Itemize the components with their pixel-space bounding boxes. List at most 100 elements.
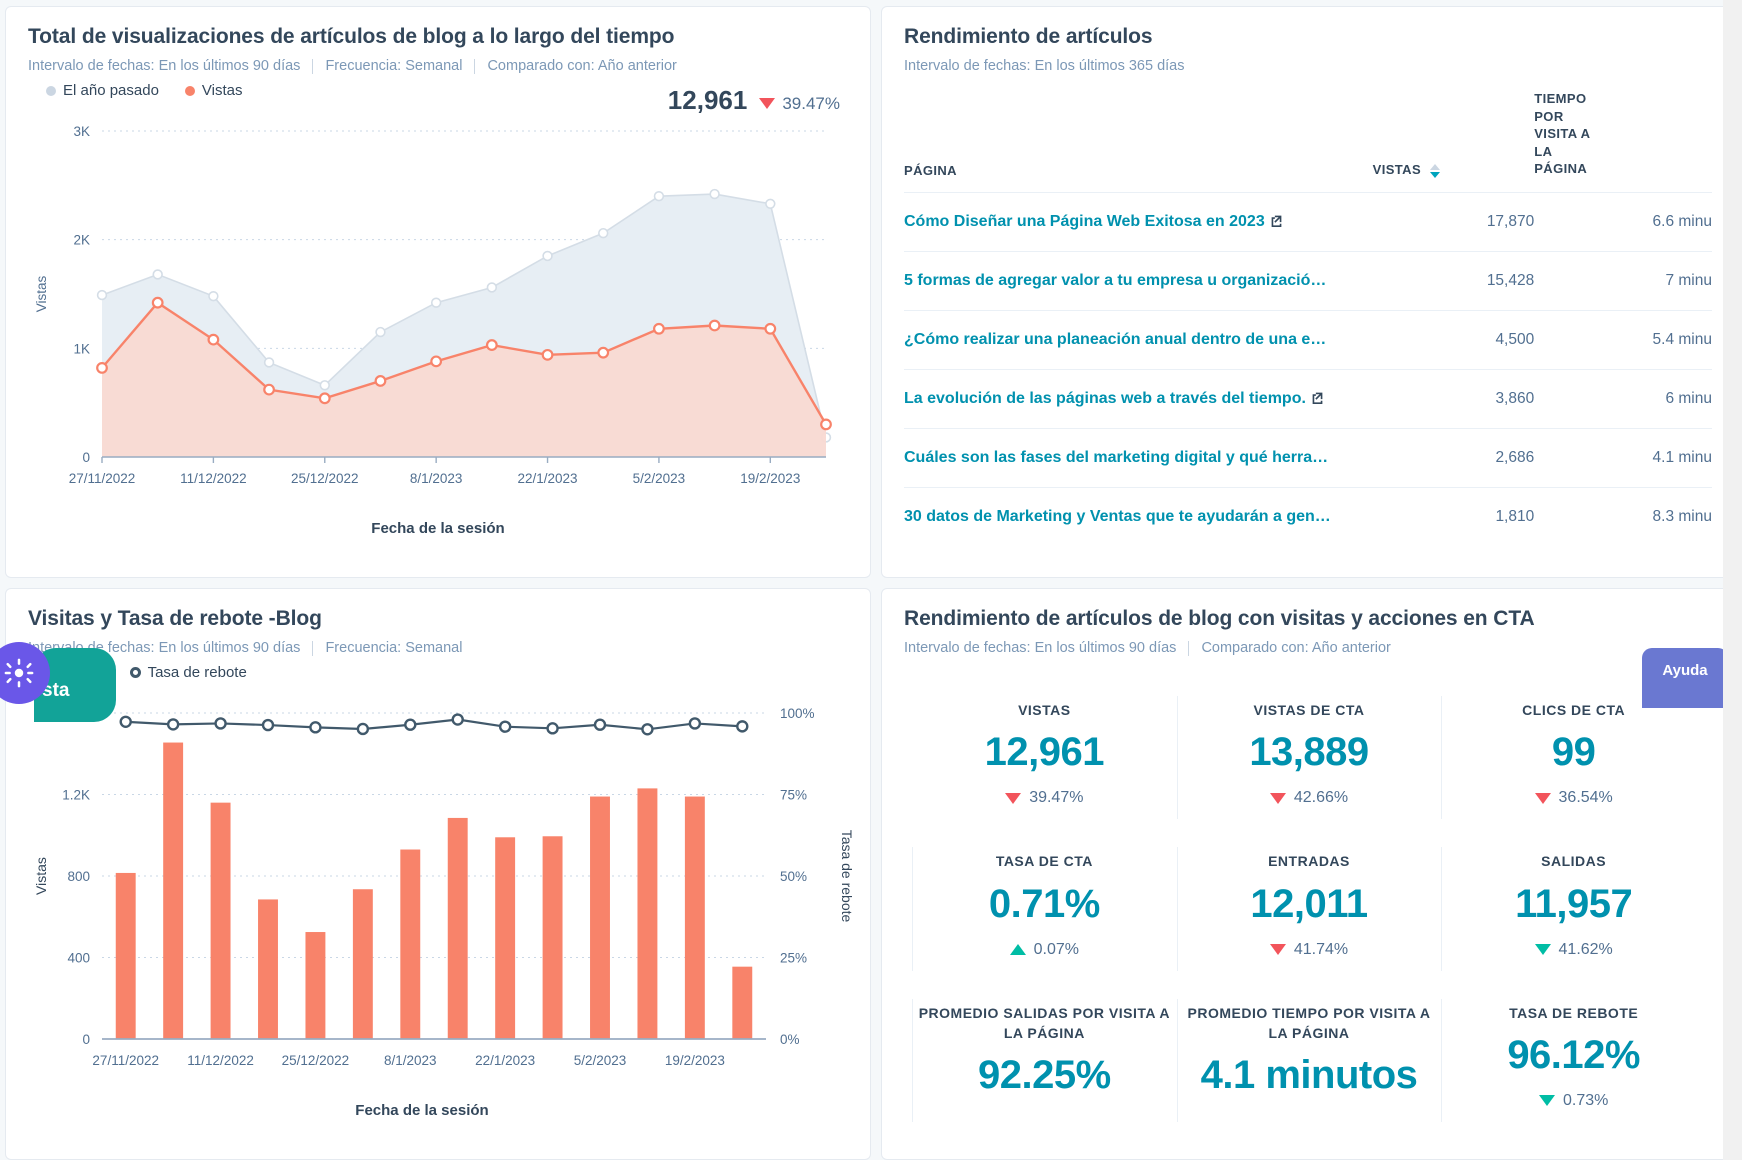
cell-page[interactable]: Cómo Diseñar una Página Web Exitosa en 2…: [904, 191, 1373, 252]
chart-legend: Vistas Tasa de rebote: [6, 656, 870, 681]
kpi-delta-value: 42.66%: [1293, 789, 1349, 807]
svg-text:Vistas: Vistas: [33, 857, 49, 895]
legend-item-views[interactable]: Vistas: [184, 82, 243, 99]
external-link-icon[interactable]: [1265, 213, 1283, 230]
svg-text:8/1/2023: 8/1/2023: [384, 1053, 437, 1068]
chat-widget-badge[interactable]: [0, 642, 50, 704]
legend-label: Tasa de rebote: [147, 664, 247, 681]
table-row[interactable]: ¿Cómo realizar una planeación anual dent…: [904, 309, 1712, 370]
kpi-delta: 36.54%: [1447, 789, 1700, 807]
kpi-value: 4.1 minutos: [1200, 1053, 1418, 1098]
cell-time-per-page-view: 5.4 minu: [1534, 309, 1712, 370]
area-chart-svg[interactable]: 0 1K 2K 3K 27/11/2022 11/12/2022 25/12/2022 8/1…: [24, 113, 844, 513]
page-link[interactable]: La evolución de las páginas web a través…: [904, 389, 1306, 407]
page-link[interactable]: ¿Cómo realizar una planeación anual dent…: [904, 330, 1327, 348]
meta-divider: [1188, 640, 1190, 656]
bar-chart-svg[interactable]: 04008001.2K1.6K0%25%50%75%100%27/11/2022…: [24, 695, 855, 1095]
panel-meta: Intervalo de fechas: En los últimos 90 d…: [6, 631, 870, 656]
arrow-down-icon: [1538, 1095, 1555, 1107]
panel-meta: Intervalo de fechas: En los últimos 90 d…: [882, 631, 1742, 656]
meta-divider: [312, 640, 314, 656]
panel-visits-bounce: Visitas y Tasa de rebote -Blog Intervalo…: [5, 588, 871, 1160]
panel-title: Rendimiento de artículos de blog con vis…: [904, 607, 1535, 630]
col-header-time[interactable]: TIEMPO POR VISITA A LA PÁGINA: [1534, 90, 1712, 192]
cell-page[interactable]: ¿Cómo realizar una planeación anual dent…: [904, 309, 1373, 370]
table-row[interactable]: 30 datos de Marketing y Ventas que te ay…: [904, 486, 1712, 544]
meta-divider: [474, 58, 476, 74]
svg-text:27/11/2022: 27/11/2022: [92, 1053, 159, 1068]
table-scroll-area[interactable]: PÁGINA VISTAS TIEMPO POR VISITA A LA: [882, 74, 1742, 544]
col-header-views-label: VISTAS: [1372, 162, 1422, 178]
cell-page[interactable]: Cuáles son las fases del marketing digit…: [904, 427, 1373, 488]
kpi-value: 12,011: [1250, 881, 1368, 926]
kpi-card: SALIDAS 11,957 41.62%: [1441, 833, 1706, 984]
col-header-page[interactable]: PÁGINA: [904, 162, 957, 178]
svg-text:800: 800: [67, 869, 90, 884]
arrow-down-icon: [1534, 944, 1551, 956]
sort-arrows-icon[interactable]: [1430, 163, 1441, 178]
svg-text:3K: 3K: [73, 124, 90, 139]
table-row[interactable]: Cuáles son las fases del marketing digit…: [904, 427, 1712, 488]
panel-views-over-time: Total de visualizaciones de artículos de…: [5, 6, 871, 578]
legend-item-bounce-rate[interactable]: Tasa de rebote: [129, 664, 247, 681]
page-link[interactable]: 30 datos de Marketing y Ventas que te ay…: [904, 507, 1331, 525]
panel-title: Visitas y Tasa de rebote -Blog: [28, 607, 322, 630]
meta-frequency: Frecuencia: Semanal: [325, 58, 463, 74]
col-header-time-l2: POR: [1534, 108, 1564, 124]
kpi-label: VISTAS: [1018, 702, 1071, 718]
table-row[interactable]: 5 formas de agregar valor a tu empresa u…: [904, 250, 1712, 311]
bar-chart[interactable]: 04008001.2K1.6K0%25%50%75%100%27/11/2022…: [6, 681, 870, 1119]
page-link[interactable]: Cuáles son las fases del marketing digit…: [904, 448, 1329, 466]
kpi-label: VISTAS DE CTA: [1253, 702, 1365, 718]
meta-date-range: Intervalo de fechas: En los últimos 90 d…: [904, 640, 1177, 656]
page-link[interactable]: 5 formas de agregar valor a tu empresa u…: [904, 271, 1327, 289]
panel-article-performance: Rendimiento de artículos Intervalo de fe…: [881, 6, 1742, 578]
panel-title: Total de visualizaciones de artículos de…: [28, 25, 675, 48]
panel-kpi-summary: 12,961 39.47%: [668, 85, 840, 116]
kpi-value: 92.25%: [977, 1053, 1111, 1098]
sparkle-icon: [4, 658, 34, 688]
col-header-views[interactable]: VISTAS: [1373, 90, 1535, 192]
svg-text:27/11/2022: 27/11/2022: [69, 471, 136, 486]
legend-ring-icon: [129, 667, 141, 678]
cell-views: 3,860: [1372, 368, 1535, 429]
svg-text:11/12/2022: 11/12/2022: [180, 471, 247, 486]
page-scrollbar[interactable]: [1723, 0, 1742, 1160]
svg-text:50%: 50%: [780, 869, 807, 884]
arrow-down-icon: [1269, 944, 1286, 956]
cell-page[interactable]: 5 formas de agregar valor a tu empresa u…: [904, 250, 1373, 311]
kpi-delta: 0.07%: [918, 941, 1171, 959]
panel-title: Rendimiento de artículos: [904, 25, 1153, 48]
kpi-card: VISTAS 12,961 39.47%: [912, 682, 1177, 833]
arrow-down-icon: [1005, 792, 1022, 804]
page-link[interactable]: Cómo Diseñar una Página Web Exitosa en 2…: [904, 212, 1265, 230]
external-link-icon[interactable]: [1306, 390, 1324, 407]
col-header-time-l1: TIEMPO: [1534, 91, 1587, 106]
kpi-delta: 0.73%: [1447, 1092, 1700, 1110]
kpi-card: VISTAS DE CTA 13,889 42.66%: [1176, 682, 1442, 833]
cell-page[interactable]: La evolución de las páginas web a través…: [904, 368, 1373, 429]
kpi-card: PROMEDIO TIEMPO POR VISITA A LA PÁGINA 4.…: [1176, 985, 1442, 1136]
chart-legend: El año pasado Vistas: [6, 74, 870, 99]
x-axis-title: Fecha de la sesión: [371, 520, 505, 537]
meta-compared: Comparado con: Año anterior: [1201, 640, 1391, 656]
legend-item-last-year[interactable]: El año pasado: [46, 82, 159, 99]
cell-page[interactable]: 30 datos de Marketing y Ventas que te ay…: [904, 486, 1373, 544]
help-button[interactable]: Ayuda: [1642, 648, 1728, 708]
arrow-down-icon: [1269, 792, 1286, 804]
kpi-value: 12,961: [984, 730, 1105, 775]
kpi-value: 0.71%: [988, 881, 1100, 926]
area-chart[interactable]: 0 1K 2K 3K 27/11/2022 11/12/2022 25/12/2022 8/1…: [6, 99, 870, 537]
arrow-down-icon: [1534, 792, 1551, 804]
table-row[interactable]: La evolución de las páginas web a través…: [904, 368, 1712, 429]
kpi-delta: 41.62%: [1447, 941, 1700, 959]
kpi-card: ENTRADAS 12,011 41.74%: [1176, 833, 1442, 984]
col-header-time-l5: PÁGINA: [1534, 161, 1588, 177]
table-row[interactable]: Cómo Diseñar una Página Web Exitosa en 2…: [904, 191, 1712, 252]
kpi-card: TASA DE CTA 0.71% 0.07%: [912, 833, 1177, 984]
kpi-delta-value: 36.54%: [1558, 789, 1613, 807]
col-header-time-l4: LA: [1534, 143, 1553, 159]
svg-text:5/2/2023: 5/2/2023: [574, 1053, 627, 1068]
kpi-grid: VISTAS 12,961 39.47% VISTAS DE CTA 13,889 42.…: [882, 656, 1742, 1136]
kpi-label: TASA DE REBOTE: [1509, 1004, 1639, 1021]
